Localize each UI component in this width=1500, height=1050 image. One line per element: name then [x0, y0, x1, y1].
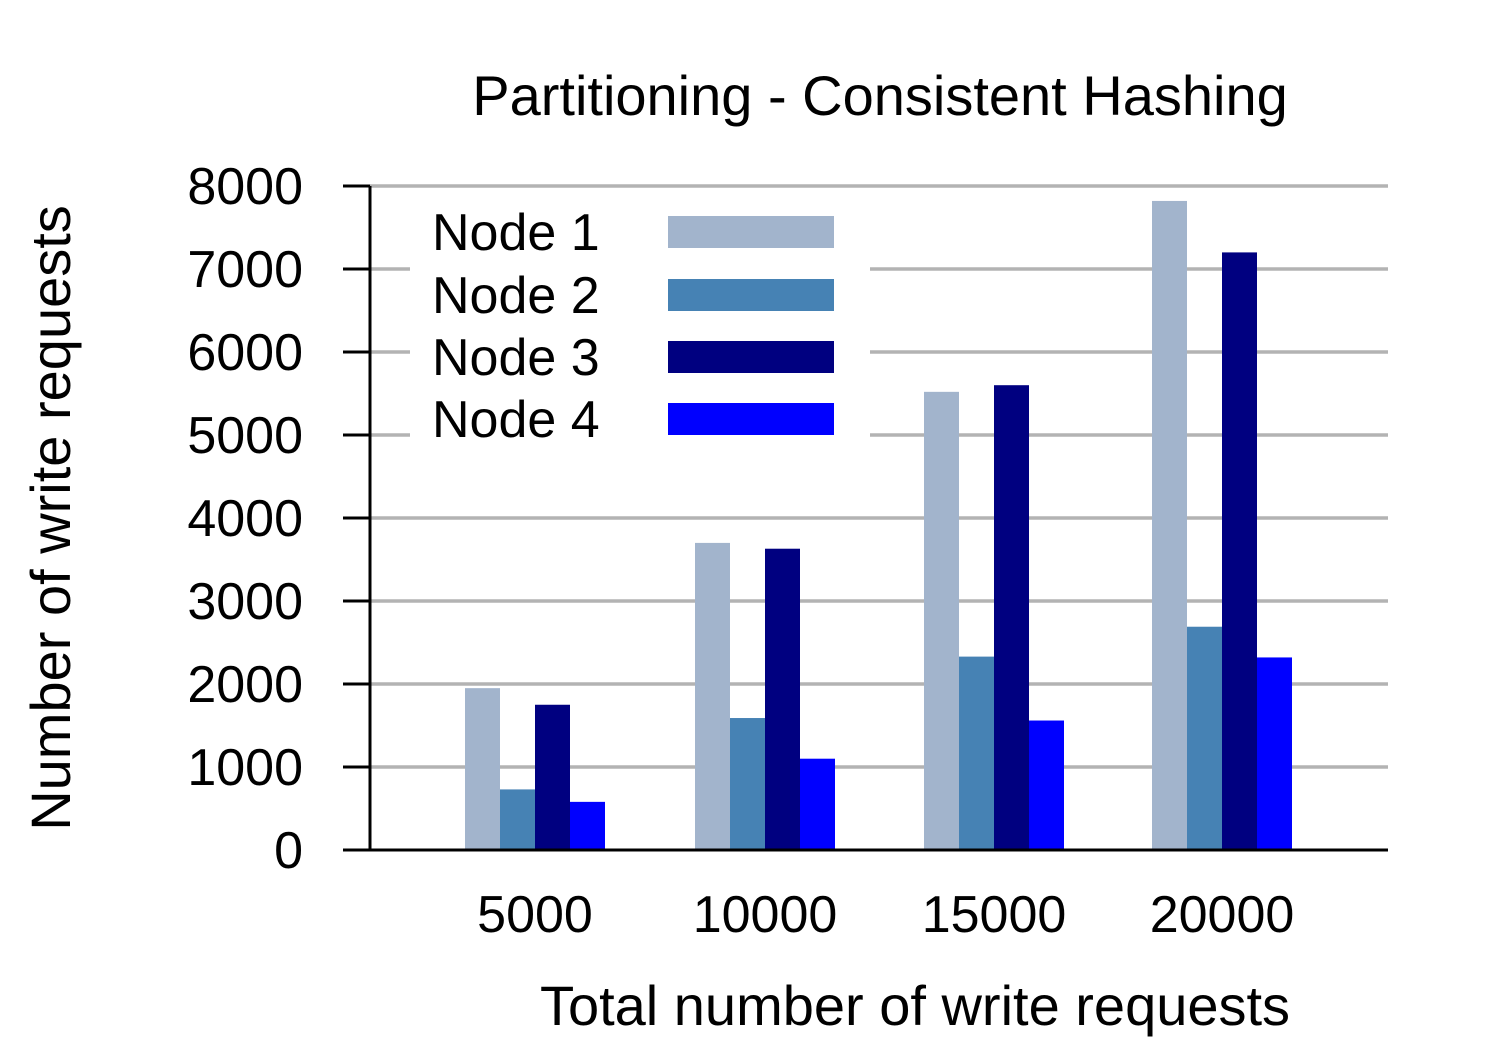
bar-node-4-15000	[1029, 720, 1064, 850]
x-axis-label: Total number of write requests	[540, 974, 1290, 1037]
y-tick-label: 1000	[187, 739, 303, 797]
legend-swatch	[668, 341, 834, 373]
bar-node-4-10000	[800, 758, 835, 850]
bar-node-1-15000	[924, 391, 959, 850]
y-tick-label: 5000	[187, 407, 303, 465]
y-tick-label: 6000	[187, 324, 303, 382]
legend-label: Node 4	[432, 391, 600, 449]
legend-label: Node 1	[432, 204, 600, 262]
bar-node-3-20000	[1222, 252, 1257, 850]
y-tick-labels: 0 1000 2000 3000 4000 5000 6000 7000 8000	[187, 158, 303, 880]
bar-node-4-5000	[570, 801, 605, 850]
legend-label: Node 2	[432, 267, 600, 325]
x-tick-label: 20000	[1150, 886, 1295, 944]
bar-node-3-10000	[765, 548, 800, 850]
bar-node-2-15000	[959, 656, 994, 850]
y-tick-label: 3000	[187, 573, 303, 631]
x-tick-label: 5000	[477, 886, 593, 944]
bar-node-2-10000	[730, 718, 765, 850]
legend-label: Node 3	[432, 329, 600, 387]
y-axis-label: Number of write requests	[19, 205, 82, 831]
x-tick-labels: 5000 10000 15000 20000	[477, 886, 1294, 944]
x-tick-label: 15000	[922, 886, 1067, 944]
bar-node-2-5000	[500, 789, 535, 850]
y-tick-label: 4000	[187, 490, 303, 548]
bar-node-1-10000	[695, 542, 730, 850]
axes	[343, 184, 1388, 852]
y-tick-label: 8000	[187, 158, 303, 216]
bar-node-1-5000	[465, 688, 500, 850]
y-tick-label: 2000	[187, 656, 303, 714]
bar-node-1-20000	[1152, 200, 1187, 850]
bar-node-4-20000	[1257, 657, 1292, 850]
bars	[465, 200, 1292, 850]
legend-swatch	[668, 279, 834, 311]
bar-node-3-5000	[535, 704, 570, 850]
x-tick-label: 10000	[693, 886, 838, 944]
y-tick-label: 0	[274, 822, 303, 880]
y-tick-label: 7000	[187, 241, 303, 299]
chart-title: Partitioning - Consistent Hashing	[472, 64, 1288, 127]
legend-swatch	[668, 216, 834, 248]
bar-node-2-20000	[1187, 626, 1222, 850]
legend-swatch	[668, 403, 834, 435]
bar-node-3-15000	[994, 385, 1029, 850]
